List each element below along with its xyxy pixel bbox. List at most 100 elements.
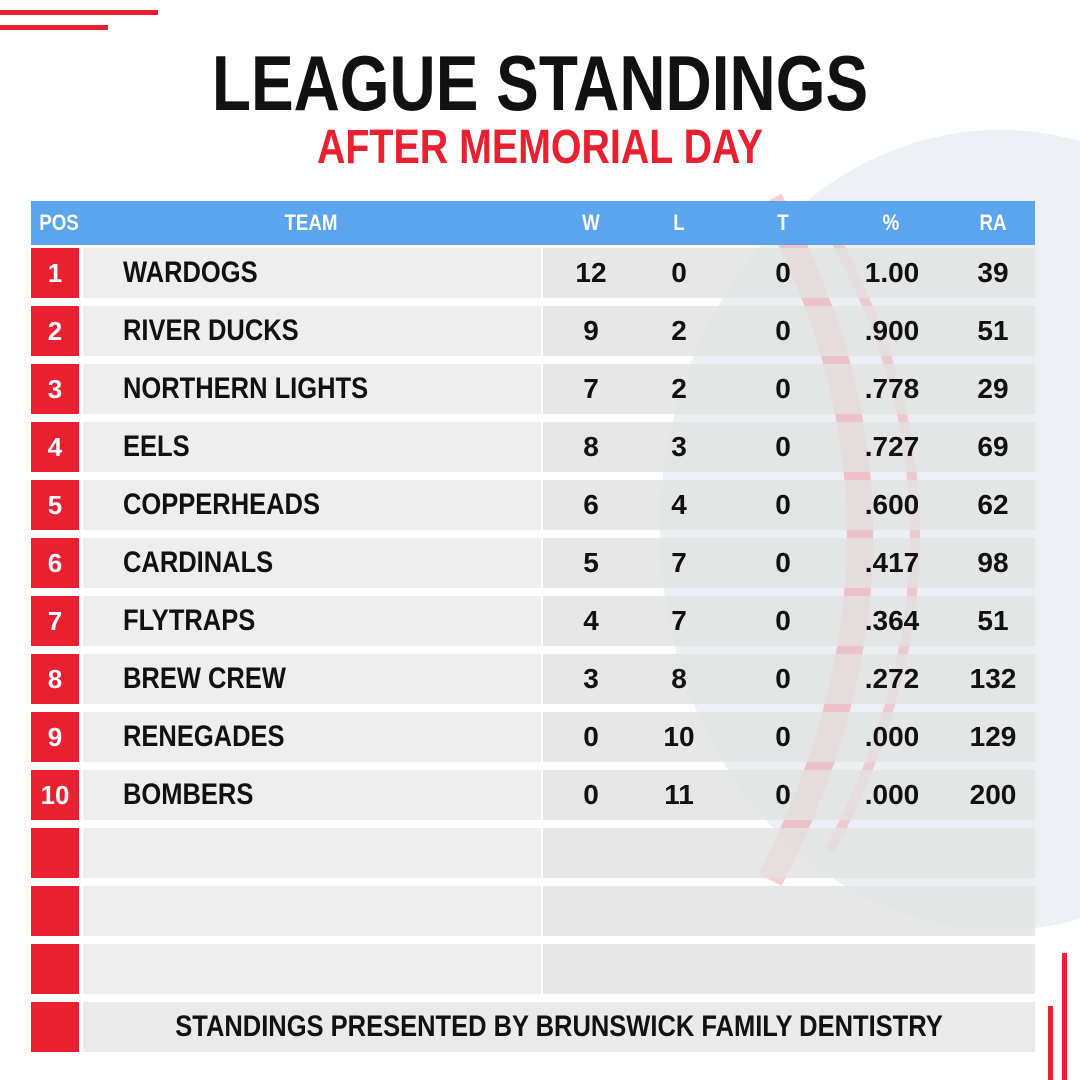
stats-cell: [543, 306, 1035, 356]
column-header-ra: RA: [979, 210, 1007, 235]
stat-w: 7: [583, 373, 599, 404]
stat-w: 0: [583, 779, 599, 810]
stats-cell: [543, 770, 1035, 820]
stat-ra: 200: [969, 779, 1017, 810]
stat-t: [753, 828, 813, 878]
stat-ra: [961, 944, 1025, 994]
stat-ra: 69: [977, 431, 1009, 462]
table-row: 1 WARDOGS 12 0 0 1.00 39: [31, 245, 1035, 303]
sponsor-text: STANDINGS PRESENTED BY BRUNSWICK FAMILY …: [175, 1010, 943, 1043]
stat-t: 0: [775, 373, 791, 404]
stats-cell: [543, 886, 1035, 936]
team-cell: RIVER DUCKS: [83, 306, 541, 356]
stat-pct: .000: [864, 721, 920, 752]
stats-cell: [543, 422, 1035, 472]
stat-l: 11: [664, 779, 694, 810]
stat-l: [649, 944, 709, 994]
column-header-team: TEAM: [284, 210, 338, 235]
stat-t: 0: [775, 315, 791, 346]
stat-pct: [857, 944, 927, 994]
sponsor-row: STANDINGS PRESENTED BY BRUNSWICK FAMILY …: [31, 999, 1035, 1057]
stat-t: 0: [775, 721, 791, 752]
stat-pct: .364: [864, 605, 920, 636]
stat-ra: 39: [977, 257, 1009, 288]
stat-l: 2: [671, 315, 687, 346]
stat-l: 8: [671, 663, 687, 694]
stat-pct: .417: [864, 547, 920, 578]
stat-t: 0: [775, 779, 791, 810]
position-cell: [31, 828, 79, 878]
team-cell: EELS: [83, 422, 541, 472]
stat-ra: [961, 828, 1025, 878]
stat-l: 2: [671, 373, 687, 404]
stat-w: 6: [583, 489, 599, 520]
stats-cell: [543, 364, 1035, 414]
stat-t: 0: [775, 489, 791, 520]
stat-w: [561, 886, 621, 936]
table-body: 1 WARDOGS 12 0 0 1.00 39 2 RIVER DUCKS 9 2 0.900 51 3…: [31, 245, 1035, 999]
position-cell: [31, 886, 79, 936]
stat-ra: 132: [969, 663, 1017, 694]
table-row: [31, 883, 1035, 941]
stat-ra: 62: [977, 489, 1009, 520]
column-header-w: W: [582, 210, 600, 235]
team-cell: [83, 944, 541, 994]
stat-l: 7: [671, 547, 687, 578]
stat-ra: 29: [977, 373, 1009, 404]
stat-pct: .778: [864, 373, 920, 404]
team-name: BOMBERS: [123, 778, 254, 811]
position-cell: [31, 944, 79, 994]
team-cell: RENEGADES: [83, 712, 541, 762]
stat-l: 3: [671, 431, 687, 462]
team-name: CARDINALS: [123, 546, 274, 579]
table-row: 4 EELS 8 3 0 .727 69: [31, 419, 1035, 477]
stat-w: 4: [583, 605, 599, 636]
stat-w: 3: [583, 663, 599, 694]
column-header-pos: POS: [39, 210, 79, 235]
stat-pct: 1.00: [864, 257, 920, 288]
stat-pct: .600: [864, 489, 920, 520]
stat-l: 0: [671, 257, 687, 288]
stats-cell: [543, 828, 1035, 878]
stat-t: [753, 886, 813, 936]
stats-cell: [543, 654, 1035, 704]
stat-w: [561, 944, 621, 994]
team-name: RENEGADES: [123, 720, 285, 753]
team-cell: BREW CREW: [83, 654, 541, 704]
column-header-t: T: [777, 210, 789, 235]
stat-l: [649, 886, 709, 936]
sponsor-cell: STANDINGS PRESENTED BY BRUNSWICK FAMILY …: [83, 1002, 1035, 1052]
table-row: 9 RENEGADES 0 10 0 .000 129: [31, 709, 1035, 767]
stat-w: [561, 828, 621, 878]
page-title: LEAGUE STANDINGS: [211, 39, 869, 127]
table-row: 8 BREW CREW 3 8 0 .272 132: [31, 651, 1035, 709]
table-header: POS TEAM W L T % RA: [31, 201, 1035, 245]
team-cell: [83, 828, 541, 878]
position-cell: 6: [31, 538, 79, 588]
stat-w: 12: [575, 257, 607, 288]
position-cell: 8: [31, 654, 79, 704]
stat-l: 4: [671, 489, 687, 520]
stat-ra: 98: [977, 547, 1009, 578]
table-row: 7 FLYTRAPS 4 7 0 .364 51: [31, 593, 1035, 651]
table-row: 5 COPPERHEADS 6 4 0 .600 62: [31, 477, 1035, 535]
position-cell: 7: [31, 596, 79, 646]
stat-t: [753, 944, 813, 994]
stat-l: [649, 828, 709, 878]
standings-table: POS TEAM W L T % RA 1 WARDOGS 12 0 0 1.00 39 2 R…: [31, 201, 1035, 1057]
stat-pct: .900: [864, 315, 920, 346]
page-subtitle: AFTER MEMORIAL DAY: [316, 121, 764, 174]
accent-stripe-top-2: [0, 25, 108, 30]
stats-cell: [543, 944, 1035, 994]
team-cell: FLYTRAPS: [83, 596, 541, 646]
team-name: RIVER DUCKS: [123, 314, 299, 347]
stat-t: 0: [775, 257, 791, 288]
table-row: 10 BOMBERS 0 11 0 .000 200: [31, 767, 1035, 825]
stat-t: 0: [775, 605, 791, 636]
stat-l: 10: [663, 721, 695, 752]
stats-cell: [543, 248, 1035, 298]
position-cell: 3: [31, 364, 79, 414]
position-cell: 9: [31, 712, 79, 762]
sponsor-pos-cell: [31, 1002, 79, 1052]
stat-w: 5: [583, 547, 599, 578]
